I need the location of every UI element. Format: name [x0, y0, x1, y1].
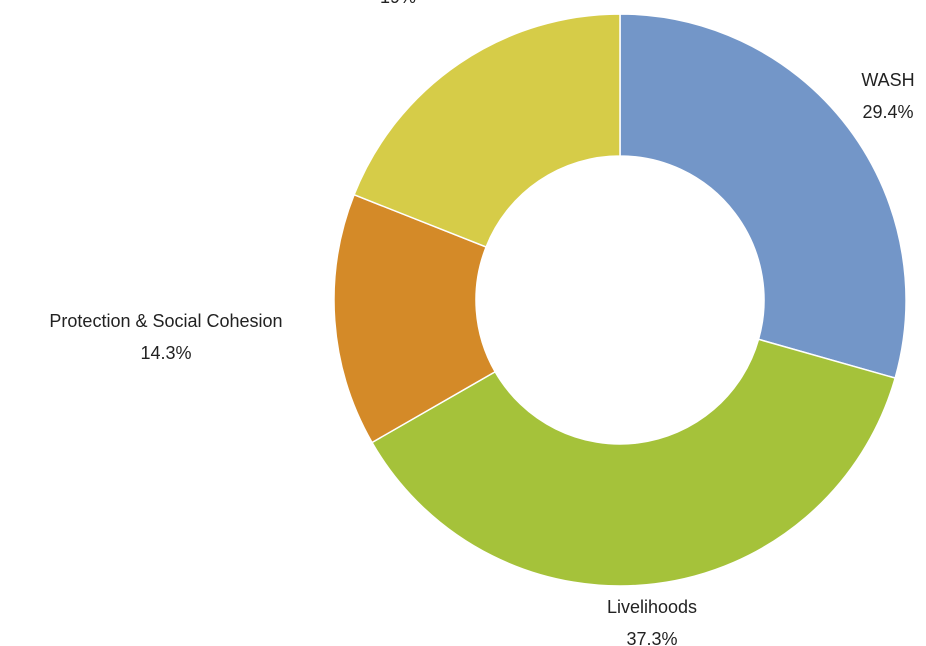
donut-slice-protection-social-cohesion — [333, 193, 497, 444]
donut-slice-unlabeled — [353, 13, 621, 248]
donut-labels: WASH 29.4% Livelihoods 37.3% Protection & So… — [49, 0, 914, 646]
slice-value-label-protection-social-cohesion: 14.3% — [140, 343, 191, 363]
slice-value-label-livelihoods: 37.3% — [626, 629, 677, 646]
slice-name-label-livelihoods: Livelihoods — [607, 597, 697, 617]
slice-value-label-wash: 29.4% — [862, 102, 913, 122]
slice-name-label-protection-social-cohesion: Protection & Social Cohesion — [49, 311, 282, 331]
slice-value-label-unlabeled: 19% — [380, 0, 416, 7]
donut-slice-livelihoods — [370, 338, 897, 587]
donut-slice-wash — [619, 13, 907, 379]
donut-slices — [333, 13, 907, 587]
slice-name-label-wash: WASH — [861, 70, 914, 90]
